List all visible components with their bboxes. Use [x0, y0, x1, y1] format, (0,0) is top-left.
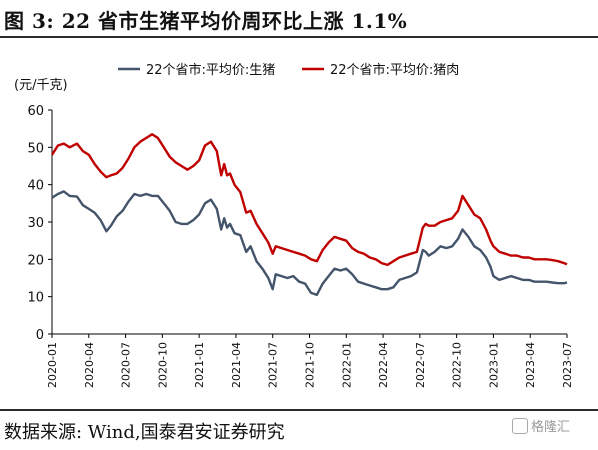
- x-tick-label: 2021-01: [193, 342, 206, 388]
- series-line-pork: [50, 133, 568, 267]
- y-tick-label: 60: [27, 104, 44, 119]
- chart-legend: 22个省市:平均价:生猪 22个省市:平均价:猪肉: [118, 62, 459, 78]
- x-tick-label: 2023-04: [524, 342, 537, 388]
- watermark: 格隆汇: [512, 416, 570, 435]
- watermark-text: 格隆汇: [531, 420, 571, 435]
- y-tick-label: 20: [27, 253, 44, 268]
- y-tick-label: 30: [27, 216, 44, 231]
- series-group: [50, 133, 568, 296]
- title-bar: 图 3: 22 省市生猪平均价周环比上涨 1.1%: [0, 0, 598, 38]
- legend-label-live-pig: 22个省市:平均价:生猪: [146, 62, 275, 78]
- footer-divider: [0, 409, 598, 411]
- data-source-note: 数据来源: Wind,国泰君安证券研究: [4, 422, 285, 443]
- x-tick-label: 2023-01: [487, 342, 500, 388]
- y-tick-label: 50: [27, 141, 44, 156]
- x-tick-label: 2022-04: [377, 342, 390, 388]
- y-axis-unit-label: (元/千克): [14, 78, 68, 93]
- x-tick-label: 2020-10: [156, 342, 169, 388]
- figure-title: 图 3: 22 省市生猪平均价周环比上涨 1.1%: [4, 9, 408, 33]
- x-tick-label: 2021-10: [304, 342, 317, 388]
- y-tick-label: 0: [36, 328, 44, 343]
- watermark-logo-icon: [512, 418, 528, 434]
- x-tick-label: 2020-04: [83, 342, 96, 388]
- y-tick-label: 40: [27, 179, 44, 194]
- x-tick-label: 2021-04: [230, 342, 243, 388]
- x-tick-label: 2020-01: [46, 342, 59, 388]
- x-tick-label: 2022-10: [451, 342, 464, 388]
- x-tick-label: 2022-07: [414, 342, 427, 388]
- x-tick-label: 2021-07: [267, 342, 280, 388]
- x-tick-label: 2023-07: [561, 342, 574, 388]
- legend-label-pork: 22个省市:平均价:猪肉: [330, 62, 459, 78]
- x-axis: 2020-01 2020-04 2020-07 2020-10 2021-01 2021-…: [46, 333, 574, 388]
- y-axis: 0 10 20 30 40 50 60: [27, 104, 53, 343]
- x-tick-label: 2020-07: [120, 342, 133, 388]
- line-chart: 22个省市:平均价:生猪 22个省市:平均价:猪肉 (元/千克) 0 10 20 30 4…: [14, 62, 574, 388]
- series-line-live-pig: [51, 190, 568, 296]
- y-tick-label: 10: [27, 291, 44, 306]
- x-tick-label: 2022-01: [340, 342, 353, 388]
